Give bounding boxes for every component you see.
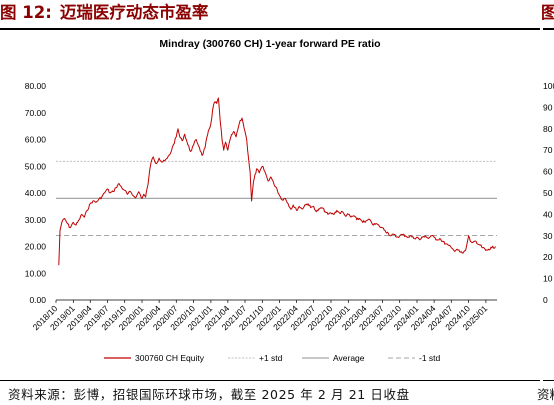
adjacent-y-tick-label: 60 [543,167,553,177]
y-tick-label: 0.00 [29,295,46,305]
y-tick-label: 70.00 [25,108,47,118]
adjacent-figure-label: 图 [541,3,554,22]
legend-label: +1 std [259,353,283,363]
series-group [58,97,496,266]
y-tick-label: 80.00 [25,81,47,91]
y-tick-label: 60.00 [25,135,47,145]
adjacent-y-tick-label: 40 [543,209,553,219]
legend-label: Average [333,353,365,363]
y-tick-label: 30.00 [25,215,47,225]
adjacent-source-note: 资料 [537,387,554,402]
adjacent-y-tick-label: 20 [543,252,553,262]
adjacent-y-tick-label: 30 [543,231,553,241]
y-tick-label: 10.00 [25,268,47,278]
bottom-rule-adjacent [543,380,554,381]
adjacent-y-tick-label: 80 [543,124,553,134]
legend-label: 300760 CH Equity [135,353,205,363]
adjacent-y-tick-label: 90 [543,102,553,112]
adjacent-y-tick-label: 0 [543,295,548,305]
bottom-rule [0,380,540,381]
chart-title: Mindray (300760 CH) 1-year forward PE ra… [159,38,380,50]
y-tick-label: 20.00 [25,242,47,252]
adjacent-y-tick-label: 100 [543,81,554,91]
source-note: 资料来源：彭博，招银国际环球市场，截至 2025 年 2 月 21 日收盘 [8,387,410,402]
series-line-300760 [58,97,496,266]
adjacent-chart-clip: 1009080706050403020100 [543,81,554,305]
adjacent-y-tick-label: 10 [543,274,553,284]
adjacent-y-tick-label: 50 [543,188,553,198]
top-rule-adjacent [543,28,554,30]
figure-title: 图 12: 迈瑞医疗动态市盈率 [0,2,540,26]
figure-label: 图 12: [0,3,52,22]
figure-title-text: 迈瑞医疗动态市盈率 [59,3,209,22]
y-tick-label: 40.00 [25,188,47,198]
legend-label: -1 std [419,353,441,363]
legend: 300760 CH Equity +1 std Average -1 std [104,353,441,363]
reference-lines [56,160,497,237]
x-axis: 2018/102019/012019/042019/072019/102020/… [31,299,497,332]
top-rule [0,28,540,30]
adjacent-y-tick-label: 70 [543,145,553,155]
y-axis: 80.00 70.00 60.00 50.00 40.00 30.00 20.00 10.00… [25,81,47,305]
y-tick-label: 50.00 [25,161,47,171]
